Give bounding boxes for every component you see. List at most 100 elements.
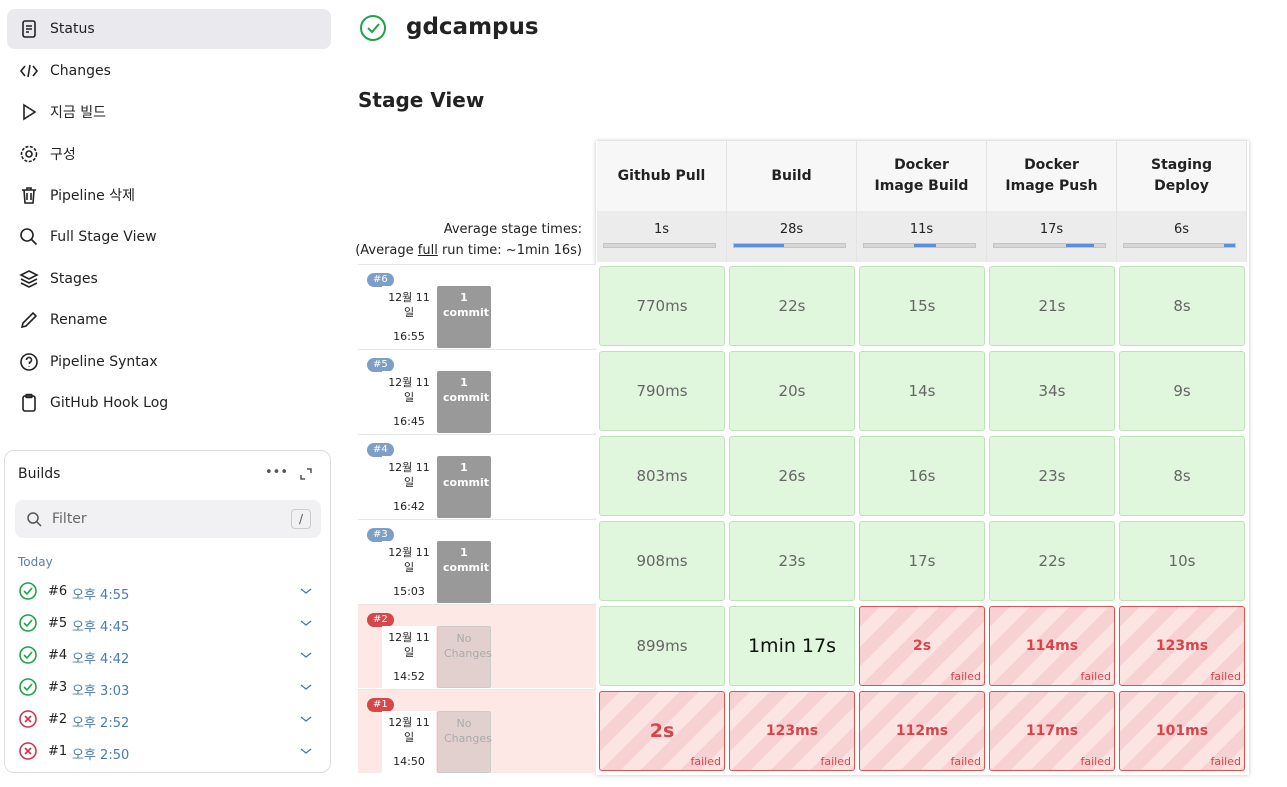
stage-cell[interactable]: 8s bbox=[1119, 266, 1245, 346]
avg-run-prefix: (Average bbox=[355, 243, 418, 258]
run-number[interactable]: #6 bbox=[367, 273, 394, 287]
run-number[interactable]: #3 bbox=[367, 528, 394, 542]
sidebar-icon bbox=[22, 20, 36, 38]
stage-cell[interactable]: 10s bbox=[1119, 521, 1245, 601]
run-number[interactable]: #2 bbox=[367, 613, 394, 627]
run-date: 12월 11 일 bbox=[388, 716, 430, 744]
sidebar-item[interactable]: Status bbox=[7, 9, 331, 49]
build-expand bbox=[300, 620, 312, 626]
avg-time: 11s bbox=[909, 222, 934, 237]
stage-header: Docker Image Push bbox=[987, 141, 1117, 211]
stage-header: Build bbox=[727, 141, 857, 211]
stage-cell[interactable]: 899ms bbox=[599, 606, 725, 686]
stage-cell[interactable]: 9s bbox=[1119, 351, 1245, 431]
avg-run-full[interactable]: full bbox=[417, 243, 438, 258]
build-expand bbox=[300, 748, 312, 754]
run-date: 12월 11 일 bbox=[388, 631, 430, 659]
sidebar-icon bbox=[19, 64, 39, 77]
stage-header: Github Pull bbox=[597, 141, 727, 211]
stage-cell[interactable]: 117ms failed bbox=[989, 691, 1115, 771]
stage-time: 790ms bbox=[636, 382, 688, 400]
build-row[interactable]: #2 오후 2:52 bbox=[13, 707, 323, 733]
run-date-box: 12월 11 일 14:50 bbox=[382, 711, 436, 773]
stage-cell[interactable]: 17s bbox=[859, 521, 985, 601]
build-row[interactable]: #6 오후 4:55 bbox=[13, 579, 323, 605]
sidebar-item[interactable]: Changes bbox=[7, 51, 331, 91]
build-time[interactable]: 오후 3:03 bbox=[72, 684, 130, 699]
stage-cell[interactable]: 123ms failed bbox=[1119, 606, 1245, 686]
build-status-icon bbox=[19, 678, 37, 696]
stage-cell[interactable]: 112ms failed bbox=[859, 691, 985, 771]
failed-label: failed bbox=[1080, 670, 1111, 683]
stage-cell[interactable]: 114ms failed bbox=[989, 606, 1115, 686]
stage-cell[interactable]: 23s bbox=[729, 521, 855, 601]
stage-cell[interactable]: 14s bbox=[859, 351, 985, 431]
stage-cell[interactable]: 22s bbox=[729, 266, 855, 346]
stage-cell[interactable]: 34s bbox=[989, 351, 1115, 431]
build-status-icon bbox=[19, 614, 37, 632]
run-time: 14:50 bbox=[393, 755, 425, 768]
job-title: gdcampus bbox=[406, 14, 539, 40]
build-row[interactable]: #1 오후 2:50 bbox=[13, 739, 323, 765]
sidebar-item[interactable]: 구성 bbox=[7, 134, 331, 174]
filter-box[interactable]: Filter / bbox=[15, 500, 321, 538]
stage-cell[interactable]: 21s bbox=[989, 266, 1115, 346]
build-number: #1 bbox=[48, 744, 68, 759]
build-time[interactable]: 오후 2:52 bbox=[72, 716, 130, 731]
stage-cell[interactable]: 2s failed bbox=[859, 606, 985, 686]
build-time[interactable]: 오후 2:50 bbox=[72, 748, 130, 763]
stage-cell[interactable]: 26s bbox=[729, 436, 855, 516]
expand-button[interactable] bbox=[299, 467, 313, 481]
stage-cell[interactable]: 16s bbox=[859, 436, 985, 516]
more-button[interactable]: ••• bbox=[265, 465, 289, 480]
stage-cell[interactable]: 2s failed bbox=[599, 691, 725, 771]
run-number[interactable]: #5 bbox=[367, 358, 394, 372]
sidebar-item[interactable]: Pipeline 삭제 bbox=[7, 175, 331, 215]
build-time[interactable]: 오후 4:45 bbox=[72, 620, 130, 635]
run-changes[interactable]: No Changes bbox=[437, 626, 492, 688]
build-row[interactable]: #4 오후 4:42 bbox=[13, 643, 323, 669]
stage-cell[interactable]: 803ms bbox=[599, 436, 725, 516]
stage-cell[interactable]: 790ms bbox=[599, 351, 725, 431]
stage-cell[interactable]: 908ms bbox=[599, 521, 725, 601]
build-row[interactable]: #5 오후 4:45 bbox=[13, 611, 323, 637]
run-changes[interactable]: 1 commit bbox=[437, 286, 491, 348]
stage-time: 22s bbox=[1038, 552, 1066, 570]
stage-cell[interactable]: 22s bbox=[989, 521, 1115, 601]
sidebar-item[interactable]: Pipeline Syntax bbox=[7, 342, 331, 382]
run-number[interactable]: #1 bbox=[367, 698, 394, 712]
avg-time: 1s bbox=[653, 222, 670, 237]
stage-cell[interactable]: 23s bbox=[989, 436, 1115, 516]
run-changes[interactable]: 1 commit bbox=[437, 541, 491, 603]
run-changes[interactable]: 1 commit bbox=[437, 456, 491, 518]
sidebar-icon bbox=[20, 228, 38, 246]
stage-cell[interactable]: 123ms failed bbox=[729, 691, 855, 771]
stage-cell[interactable]: 20s bbox=[729, 351, 855, 431]
stage-cell[interactable]: 15s bbox=[859, 266, 985, 346]
run-date-box: 12월 11 일 15:03 bbox=[382, 541, 436, 603]
build-number: #3 bbox=[48, 680, 68, 695]
sidebar-item[interactable]: 지금 빌드 bbox=[7, 92, 331, 132]
stage-cell[interactable]: 101ms failed bbox=[1119, 691, 1245, 771]
build-status-icon bbox=[19, 710, 37, 728]
run-changes[interactable]: No Changes bbox=[437, 711, 492, 773]
stage-time: 21s bbox=[1038, 297, 1066, 315]
stage-cell[interactable]: 8s bbox=[1119, 436, 1245, 516]
run-date-box: 12월 11 일 16:42 bbox=[382, 456, 436, 518]
run-number[interactable]: #4 bbox=[367, 443, 394, 457]
run-changes[interactable]: 1 commit bbox=[437, 371, 491, 433]
build-time[interactable]: 오후 4:55 bbox=[72, 588, 130, 603]
stage-cell[interactable]: 770ms bbox=[599, 266, 725, 346]
sidebar-item[interactable]: Rename bbox=[7, 300, 331, 340]
stage-time: 8s bbox=[1173, 297, 1191, 315]
build-time[interactable]: 오후 4:42 bbox=[72, 652, 130, 667]
stage-time: 20s bbox=[778, 382, 806, 400]
run-date-box: 12월 11 일 14:52 bbox=[382, 626, 436, 688]
stage-cell[interactable]: 1min 17s bbox=[729, 606, 855, 686]
sidebar-item[interactable]: Stages bbox=[7, 259, 331, 299]
sidebar-item[interactable]: GitHub Hook Log bbox=[7, 383, 331, 423]
build-row[interactable]: #3 오후 3:03 bbox=[13, 675, 323, 701]
sidebar-item[interactable]: Full Stage View bbox=[7, 217, 331, 257]
avg-time: 28s bbox=[779, 222, 804, 237]
